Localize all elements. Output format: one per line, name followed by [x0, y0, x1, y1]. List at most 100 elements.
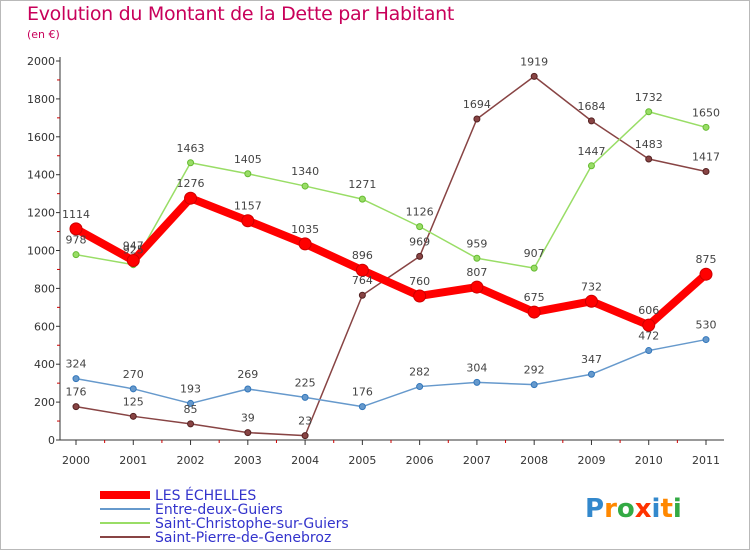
data-point	[241, 214, 255, 228]
data-point	[72, 403, 80, 411]
data-point	[702, 123, 710, 131]
data-label: 1271	[348, 178, 376, 191]
labels-0: 1114 947 1276 1157 1035 896 760 807 675 732 606 875	[62, 177, 717, 317]
x-tick-label: 2002	[177, 454, 205, 467]
series-line	[75, 75, 707, 437]
data-label: 1684	[577, 100, 605, 113]
data-label: 1694	[463, 98, 491, 111]
data-label: 1483	[635, 138, 663, 151]
x-tick-label: 2001	[119, 454, 147, 467]
data-point	[358, 291, 366, 299]
chart-title: Evolution du Montant de la Dette par Hab…	[27, 3, 455, 25]
data-point	[355, 263, 369, 277]
data-point	[244, 385, 252, 393]
data-point	[301, 182, 309, 190]
data-point	[416, 252, 424, 260]
data-label: 472	[638, 330, 659, 343]
data-label: 925	[123, 244, 144, 257]
data-label: 1035	[291, 223, 319, 236]
proxiti-logo: Proxiti	[585, 494, 682, 524]
data-point	[645, 108, 653, 116]
data-point	[587, 370, 595, 378]
data-point	[473, 254, 481, 262]
data-label: 176	[352, 386, 373, 399]
data-point	[413, 289, 427, 303]
data-label: 732	[581, 280, 602, 293]
data-label: 764	[352, 274, 373, 287]
y-tick-label: 200	[34, 396, 55, 409]
data-label: 125	[123, 395, 144, 408]
x-tick-label: 2005	[348, 454, 376, 467]
series-line	[74, 194, 709, 330]
data-label: 1276	[177, 177, 205, 190]
data-point	[473, 378, 481, 386]
data-point	[184, 191, 198, 205]
data-point	[530, 264, 538, 272]
data-label: 304	[466, 361, 487, 374]
logo-letter: r	[604, 494, 617, 524]
series-line	[75, 338, 707, 408]
y-tick-label: 800	[34, 282, 55, 295]
y-tick-label: 1800	[27, 93, 55, 106]
data-point	[187, 159, 195, 167]
data-label: 269	[237, 368, 258, 381]
data-point	[587, 117, 595, 125]
labels-1: 324 270 193 269 225 176 282 304 292 347 472 530	[66, 319, 717, 399]
data-point	[642, 318, 656, 332]
data-label: 347	[581, 353, 602, 366]
x-tick-label: 2009	[577, 454, 605, 467]
data-point	[301, 432, 309, 440]
chart-subtitle: (en €)	[27, 28, 60, 41]
data-point	[358, 195, 366, 203]
data-label: 23	[298, 415, 312, 428]
data-point	[187, 420, 195, 428]
data-label: 282	[409, 366, 430, 379]
y-tick-label: 1000	[27, 245, 55, 258]
data-point	[702, 167, 710, 175]
data-point	[129, 385, 137, 393]
data-point	[416, 383, 424, 391]
series-3	[72, 72, 710, 440]
series-line	[75, 111, 707, 269]
data-point	[416, 223, 424, 231]
data-label: 1417	[692, 150, 720, 163]
legend-label: Saint-Pierre-de-Genebroz	[155, 530, 331, 546]
data-point	[645, 155, 653, 163]
x-tick-label: 2011	[692, 454, 720, 467]
data-label: 807	[466, 266, 487, 279]
data-point	[129, 412, 137, 420]
logo-letter: o	[617, 494, 635, 524]
data-point	[298, 237, 312, 251]
data-label: 1919	[520, 55, 548, 68]
data-point	[126, 254, 140, 268]
data-point	[530, 72, 538, 80]
data-label: 1447	[577, 145, 605, 158]
y-tick-label: 600	[34, 320, 55, 333]
data-label: 947	[123, 240, 144, 253]
labels-3: 176 125 85 39 23 764 969 1694 1919 1684 1483 1417	[66, 55, 721, 427]
x-tick-label: 2010	[635, 454, 663, 467]
data-point	[584, 294, 598, 308]
logo-letter: i	[673, 494, 682, 524]
data-point	[470, 280, 484, 294]
labels-2: 978 925 1463 1405 1340 1271 1126 959 907 1447 1732…	[66, 91, 721, 260]
data-label: 675	[524, 291, 545, 304]
data-label: 530	[696, 319, 717, 332]
data-label: 896	[352, 249, 373, 262]
logo-letter: x	[635, 494, 652, 524]
data-label: 907	[524, 247, 545, 260]
data-point	[527, 305, 541, 319]
series-2	[72, 108, 710, 272]
axes: 0 200 400 600 800 1000 1200 1400 1600 1800 2000 200…	[27, 55, 724, 467]
data-label: 1126	[406, 206, 434, 219]
legend-label: Saint-Christophe-sur-Guiers	[155, 516, 349, 532]
data-label: 1340	[291, 165, 319, 178]
legend-label: LES ÉCHELLES	[155, 487, 256, 504]
data-point	[645, 347, 653, 355]
data-label: 292	[524, 364, 545, 377]
series-0	[69, 191, 713, 332]
y-tick-label: 0	[48, 434, 55, 447]
data-point	[244, 170, 252, 178]
data-point	[187, 399, 195, 407]
